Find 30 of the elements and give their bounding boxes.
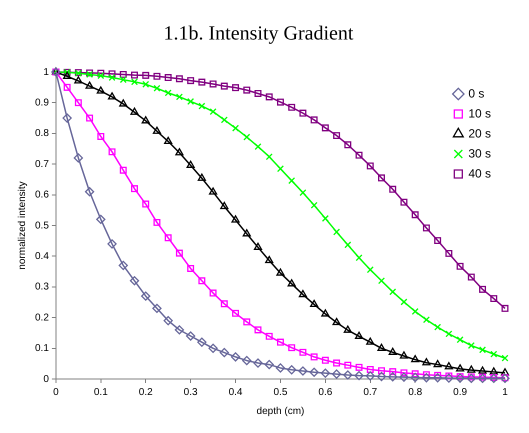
x-tick-label: 0.5 [274, 386, 288, 398]
y-tick-label: 0.9 [34, 97, 50, 108]
y-tick-label: 0.1 [34, 343, 50, 354]
y-tick-label: 0.2 [34, 312, 50, 324]
x-tick-label: 1 [502, 386, 508, 398]
legend-label: 40 s [468, 166, 492, 180]
y-tick-label: 0.5 [34, 220, 50, 232]
x-tick-label: 0.7 [363, 386, 378, 398]
legend-label: 0 s [468, 86, 484, 100]
x-tick-label: 0.3 [184, 386, 198, 398]
y-tick-label: 0.6 [34, 190, 50, 201]
x-tick-label: 0.1 [94, 386, 108, 398]
legend-label: 10 s [468, 106, 492, 120]
x-tick-label: 0.4 [228, 386, 243, 398]
legend-label: 30 s [468, 146, 492, 160]
y-tick-label: 1 [43, 66, 50, 78]
x-axis-title: depth (cm) [256, 406, 304, 417]
y-tick-label: 0.8 [34, 128, 50, 140]
y-tick-label: 0.7 [34, 158, 50, 170]
chart-title: 1.1b. Intensity Gradient [164, 22, 354, 44]
y-axis-title: normalized intensity [16, 181, 28, 270]
y-tick-label: 0.3 [34, 282, 50, 293]
y-tick-label: 0.4 [34, 250, 50, 262]
x-tick-label: 0.6 [318, 386, 333, 398]
x-tick-label: 0.9 [453, 386, 468, 398]
y-tick-label: 0 [43, 374, 50, 385]
x-tick-label: 0.2 [138, 386, 154, 398]
x-tick-label: 0 [53, 386, 60, 398]
legend-label: 20 s [468, 126, 492, 140]
x-tick-label: 0.8 [408, 386, 423, 398]
